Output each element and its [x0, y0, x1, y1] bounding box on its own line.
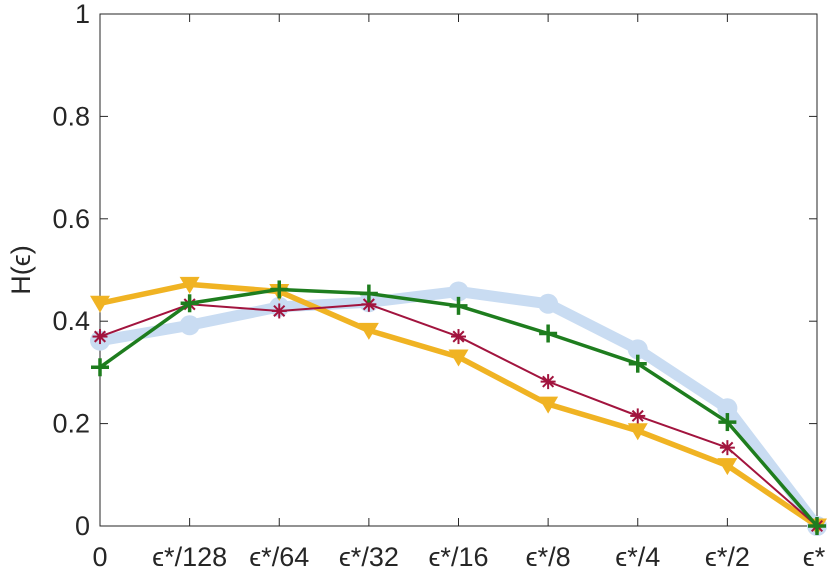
- x-axis-ticks: 0 ϵ*/128 ϵ*/64 ϵ*/32 ϵ*/16 ϵ*/8 ϵ*/4 ϵ*/2 ϵ*: [92, 14, 826, 572]
- data-point: [449, 296, 468, 315]
- y-axis-title: H(ϵ): [6, 245, 36, 294]
- y-axis-ticks: 0 0.2 0.4 0.6 0.8 1: [52, 0, 817, 541]
- y-tick-label: 0.4: [52, 306, 90, 336]
- data-point: [630, 408, 646, 424]
- data-point: [359, 284, 378, 303]
- data-point: [92, 329, 108, 345]
- y-tick-label: 0.6: [52, 204, 90, 234]
- data-point: [717, 458, 738, 476]
- data-point: [358, 322, 379, 340]
- data-point: [627, 423, 648, 441]
- data-point: [719, 440, 735, 456]
- series-plus: [91, 280, 826, 535]
- data-point: [448, 349, 469, 367]
- data-point: [90, 295, 110, 313]
- data-point: [179, 276, 200, 294]
- data-point: [91, 358, 109, 377]
- data-point: [451, 329, 466, 345]
- data-point: [718, 413, 737, 432]
- x-tick-label: ϵ*/32: [339, 542, 399, 572]
- data-point: [270, 280, 289, 299]
- data-point: [538, 396, 559, 414]
- data-point: [271, 303, 287, 319]
- data-point: [627, 339, 648, 360]
- data-point: [540, 374, 556, 390]
- x-tick-label: ϵ*: [803, 542, 826, 572]
- x-tick-label: ϵ*/2: [705, 542, 750, 572]
- data-point: [539, 324, 558, 343]
- x-tick-label: ϵ*/4: [615, 542, 660, 572]
- data-point: [808, 517, 826, 535]
- series-layer: [90, 276, 827, 536]
- data-point: [628, 354, 647, 373]
- x-tick-label: ϵ*/128: [152, 542, 227, 572]
- x-tick-label: ϵ*/64: [249, 542, 309, 572]
- y-tick-label: 0.8: [52, 101, 90, 131]
- data-point: [717, 398, 738, 419]
- y-tick-label: 0: [75, 511, 90, 541]
- y-tick-label: 1: [75, 0, 90, 29]
- data-point: [180, 294, 199, 313]
- data-point: [179, 315, 200, 336]
- plot-area: [99, 13, 818, 527]
- x-tick-label: ϵ*/16: [429, 542, 489, 572]
- x-tick-label: 0: [92, 542, 107, 572]
- x-tick-label: ϵ*/8: [526, 542, 571, 572]
- data-point: [538, 293, 559, 314]
- data-point: [448, 281, 469, 302]
- y-tick-label: 0.2: [52, 409, 90, 439]
